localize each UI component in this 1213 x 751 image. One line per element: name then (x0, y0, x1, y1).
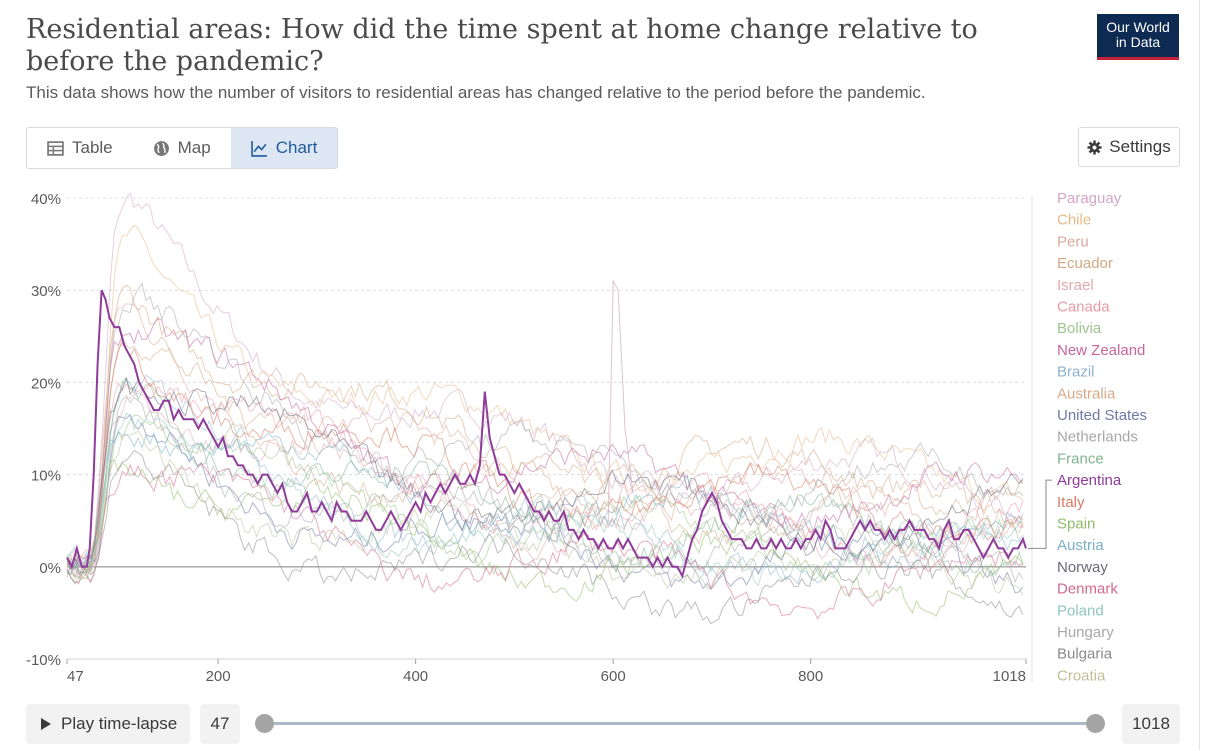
timeline-end-handle[interactable] (1086, 714, 1105, 733)
background-series-line (66, 284, 1024, 564)
background-series-line (66, 463, 1024, 620)
legend-label: Canada (1057, 299, 1110, 316)
tab-map-label: Map (177, 138, 211, 157)
legend-label: United States (1057, 407, 1147, 424)
y-tick-label: 0% (39, 560, 61, 577)
view-tabs: Table Map Chart (26, 127, 339, 169)
legend-label: Norway (1057, 559, 1108, 576)
line-chart-icon (250, 140, 267, 157)
legend-label: Ecuador (1057, 255, 1113, 272)
logo-line-1: Our World (1106, 19, 1170, 35)
table-icon (47, 140, 64, 156)
x-tick-label: 400 (403, 668, 428, 685)
x-tick-label: 200 (206, 668, 231, 685)
legend-label: Italy (1057, 494, 1085, 511)
legend-connector (1028, 479, 1052, 549)
legend-label: Argentina (1057, 472, 1122, 489)
x-tick-label: 800 (798, 668, 823, 685)
legend-label: Peru (1057, 233, 1089, 250)
y-tick-label: 30% (31, 283, 61, 300)
legend-label: Israel (1057, 277, 1094, 294)
background-series-line (66, 430, 1024, 596)
legend-label: New Zealand (1057, 342, 1145, 359)
y-tick-label: -10% (26, 652, 61, 669)
logo-line-2: in Data (1115, 34, 1161, 50)
tab-chart[interactable]: Chart (230, 128, 338, 168)
x-tick-label: 47 (67, 668, 84, 685)
timeline-controls: Play time-lapse 47 1018 (26, 704, 1180, 744)
tab-table[interactable]: Table (27, 128, 133, 168)
argentina-series-line (66, 289, 1027, 579)
legend-label: Croatia (1057, 667, 1106, 684)
timeline-end-value: 1018 (1122, 704, 1180, 744)
play-icon (41, 718, 51, 730)
y-tick-label: 10% (31, 468, 61, 485)
legend-label: Australia (1057, 385, 1116, 402)
background-series-line (607, 279, 634, 521)
timeline-start-value: 47 (200, 704, 240, 744)
tab-table-label: Table (72, 138, 113, 157)
background-series-line (66, 376, 1024, 577)
background-series-line (66, 318, 1024, 574)
legend-label: Denmark (1057, 581, 1118, 598)
legend-label: France (1057, 450, 1104, 467)
timeline-slider-track[interactable] (264, 722, 1096, 725)
legend-label: Paraguay (1057, 190, 1122, 207)
timeline-start-handle[interactable] (255, 714, 274, 733)
legend-label: Austria (1057, 537, 1104, 554)
legend-label: Brazil (1057, 364, 1095, 381)
legend-label: Bolivia (1057, 320, 1102, 337)
background-series-line (66, 392, 1024, 579)
settings-label: Settings (1109, 137, 1171, 156)
legend-label: Netherlands (1057, 429, 1138, 446)
tab-map[interactable]: Map (133, 128, 231, 168)
page-subtitle: This data shows how the number of visito… (26, 83, 926, 102)
line-chart: -10% 0% 10% 20% 30% 40% 47 200 400 600 800 1018 Para… (26, 190, 1147, 685)
background-series-line (66, 336, 1024, 579)
globe-icon (153, 140, 169, 156)
background-series-line (67, 224, 1024, 574)
background-series-line (66, 282, 1024, 585)
gear-icon (1087, 139, 1102, 155)
page-title: Residential areas: How did the time spen… (26, 14, 978, 77)
tab-chart-label: Chart (275, 138, 318, 157)
y-tick-label: 20% (31, 375, 61, 392)
legend-label: Spain (1057, 516, 1095, 533)
background-series-line (66, 376, 1024, 571)
x-tick-label: 600 (601, 668, 626, 685)
legend-label: Poland (1057, 602, 1104, 619)
legend-label: Chile (1057, 212, 1091, 229)
play-label: Play time-lapse (61, 714, 178, 733)
background-series-line (66, 303, 1024, 574)
legend-label: Bulgaria (1057, 646, 1113, 663)
play-timelapse-button[interactable]: Play time-lapse (26, 704, 190, 744)
y-tick-label: 40% (31, 191, 61, 208)
settings-button[interactable]: Settings (1078, 127, 1180, 167)
background-series-line (66, 449, 1024, 625)
legend-label: Hungary (1057, 624, 1114, 641)
owid-logo[interactable]: Our World in Data (1097, 14, 1179, 60)
x-tick-label: 1018 (993, 668, 1026, 685)
